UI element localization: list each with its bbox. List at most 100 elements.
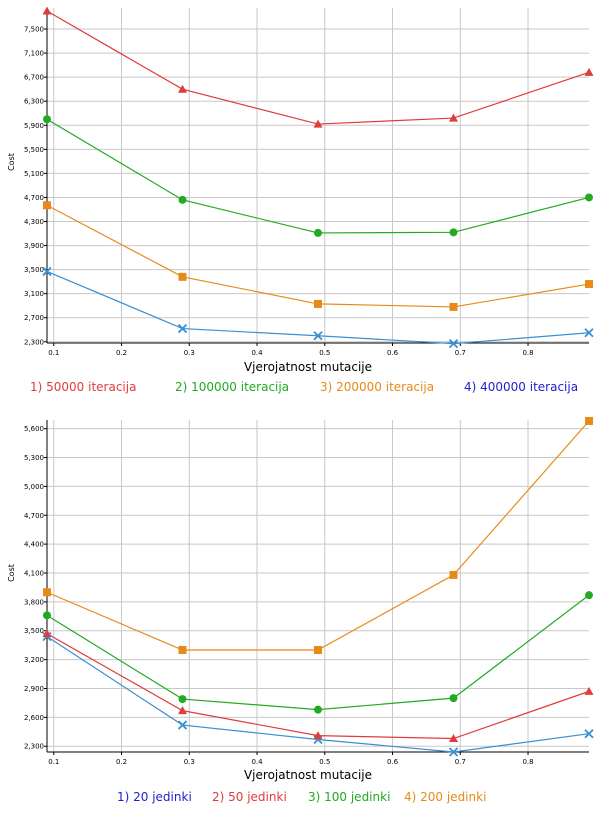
data-point [43, 115, 51, 124]
y-tick-label: 7,500 [24, 26, 44, 34]
data-point [43, 201, 51, 210]
series-2 [43, 115, 593, 237]
data-point [584, 67, 594, 76]
x-tick-label: 0.4 [251, 349, 263, 357]
y-tick-label: 2,600 [24, 714, 44, 722]
series-4 [43, 416, 593, 654]
data-point [314, 228, 322, 237]
x-tick-label: 0.2 [116, 349, 127, 357]
x-tick-label: 0.6 [387, 758, 399, 766]
data-point [313, 331, 323, 341]
x-axis-label: Vjerojatnost mutacije [244, 768, 372, 782]
legend-entry: 2) 100000 iteracija [175, 380, 289, 394]
data-point [448, 338, 459, 349]
data-point [584, 328, 594, 338]
data-point [313, 731, 323, 740]
y-tick-label: 5,000 [24, 483, 44, 491]
data-point [42, 266, 52, 277]
y-tick-label: 4,400 [24, 541, 44, 549]
data-point [585, 591, 593, 600]
data-point [449, 228, 458, 237]
data-point [585, 416, 593, 425]
y-tick-label: 3,800 [24, 598, 44, 606]
data-point [449, 570, 458, 579]
series-4 [42, 266, 594, 349]
x-tick-label: 0.2 [116, 758, 127, 766]
series-2 [42, 629, 594, 743]
data-point [178, 695, 187, 704]
y-tick-label: 4,700 [24, 512, 44, 520]
data-point [43, 611, 51, 620]
data-point [177, 323, 188, 334]
series-1 [42, 6, 594, 128]
series-3 [43, 201, 593, 311]
y-tick-label: 5,900 [24, 122, 44, 130]
y-axis-label: Cost [7, 153, 16, 171]
x-tick-label: 0.8 [522, 758, 533, 766]
x-axis-label: Vjerojatnost mutacije [244, 360, 372, 374]
legend-entry: 2) 50 jedinki [212, 790, 287, 804]
y-tick-label: 4,100 [24, 570, 44, 578]
x-tick-label: 0.5 [319, 349, 330, 357]
data-point [449, 694, 458, 703]
legend-entry: 3) 200000 iteracija [320, 380, 434, 394]
y-tick-label: 2,900 [24, 685, 44, 693]
x-tick-label: 0.8 [522, 349, 533, 357]
x-tick-label: 0.3 [184, 758, 195, 766]
legend-entry: 4) 400000 iteracija [464, 380, 578, 394]
x-tick-label: 0.1 [48, 349, 59, 357]
y-tick-label: 4,700 [24, 194, 44, 202]
y-tick-label: 2,300 [24, 338, 44, 346]
series-3 [43, 591, 593, 714]
x-tick-label: 0.3 [184, 349, 195, 357]
y-tick-label: 5,100 [24, 170, 44, 178]
chart-population: 2,300 2,600 2,900 3,200 3,500 3,800 4,100 4,400… [7, 416, 594, 804]
data-point [449, 113, 458, 122]
data-point [177, 720, 188, 730]
y-tick-label: 4,300 [24, 218, 44, 226]
data-point [585, 280, 593, 289]
data-point [449, 302, 458, 311]
legend-entry: 1) 50000 iteracija [30, 380, 136, 394]
y-tick-label: 6,700 [24, 74, 44, 82]
y-tick-label: 5,600 [24, 425, 44, 433]
legend-entry: 4) 200 jedinki [404, 790, 486, 804]
legend-entry: 1) 20 jedinki [117, 790, 192, 804]
y-axis-label: Cost [7, 564, 16, 582]
data-point [42, 6, 52, 15]
data-point [43, 588, 51, 597]
data-point [314, 299, 322, 308]
data-point [178, 84, 187, 93]
x-tick-label: 0.1 [48, 758, 59, 766]
legend-entry: 3) 100 jedinki [308, 790, 390, 804]
chart-iterations: 2,300 2,700 3,100 3,500 3,900 4,300 4,700 5,100… [7, 6, 594, 394]
data-point [178, 645, 187, 654]
y-tick-label: 3,900 [24, 242, 44, 250]
data-point [584, 729, 594, 739]
y-tick-label: 3,100 [24, 290, 44, 298]
x-tick-label: 0.4 [251, 758, 263, 766]
data-point [448, 747, 459, 757]
y-tick-label: 6,300 [24, 98, 44, 106]
y-tick-label: 3,500 [24, 266, 44, 274]
data-point [178, 706, 187, 715]
data-point [584, 686, 594, 695]
x-tick-label: 0.7 [455, 349, 466, 357]
data-point [42, 629, 52, 638]
y-tick-label: 7,100 [24, 50, 44, 58]
data-point [178, 195, 187, 204]
y-tick-label: 5,300 [24, 454, 44, 462]
x-tick-label: 0.5 [319, 758, 330, 766]
data-point [178, 272, 187, 281]
x-tick-label: 0.6 [387, 349, 399, 357]
data-point [449, 734, 458, 743]
y-tick-label: 3,200 [24, 656, 44, 664]
y-tick-label: 3,500 [24, 627, 44, 635]
data-point [314, 645, 322, 654]
y-tick-label: 5,500 [24, 146, 44, 154]
data-point [314, 705, 322, 714]
data-point [313, 119, 323, 128]
y-tick-label: 2,300 [24, 743, 44, 751]
data-point [585, 193, 593, 202]
